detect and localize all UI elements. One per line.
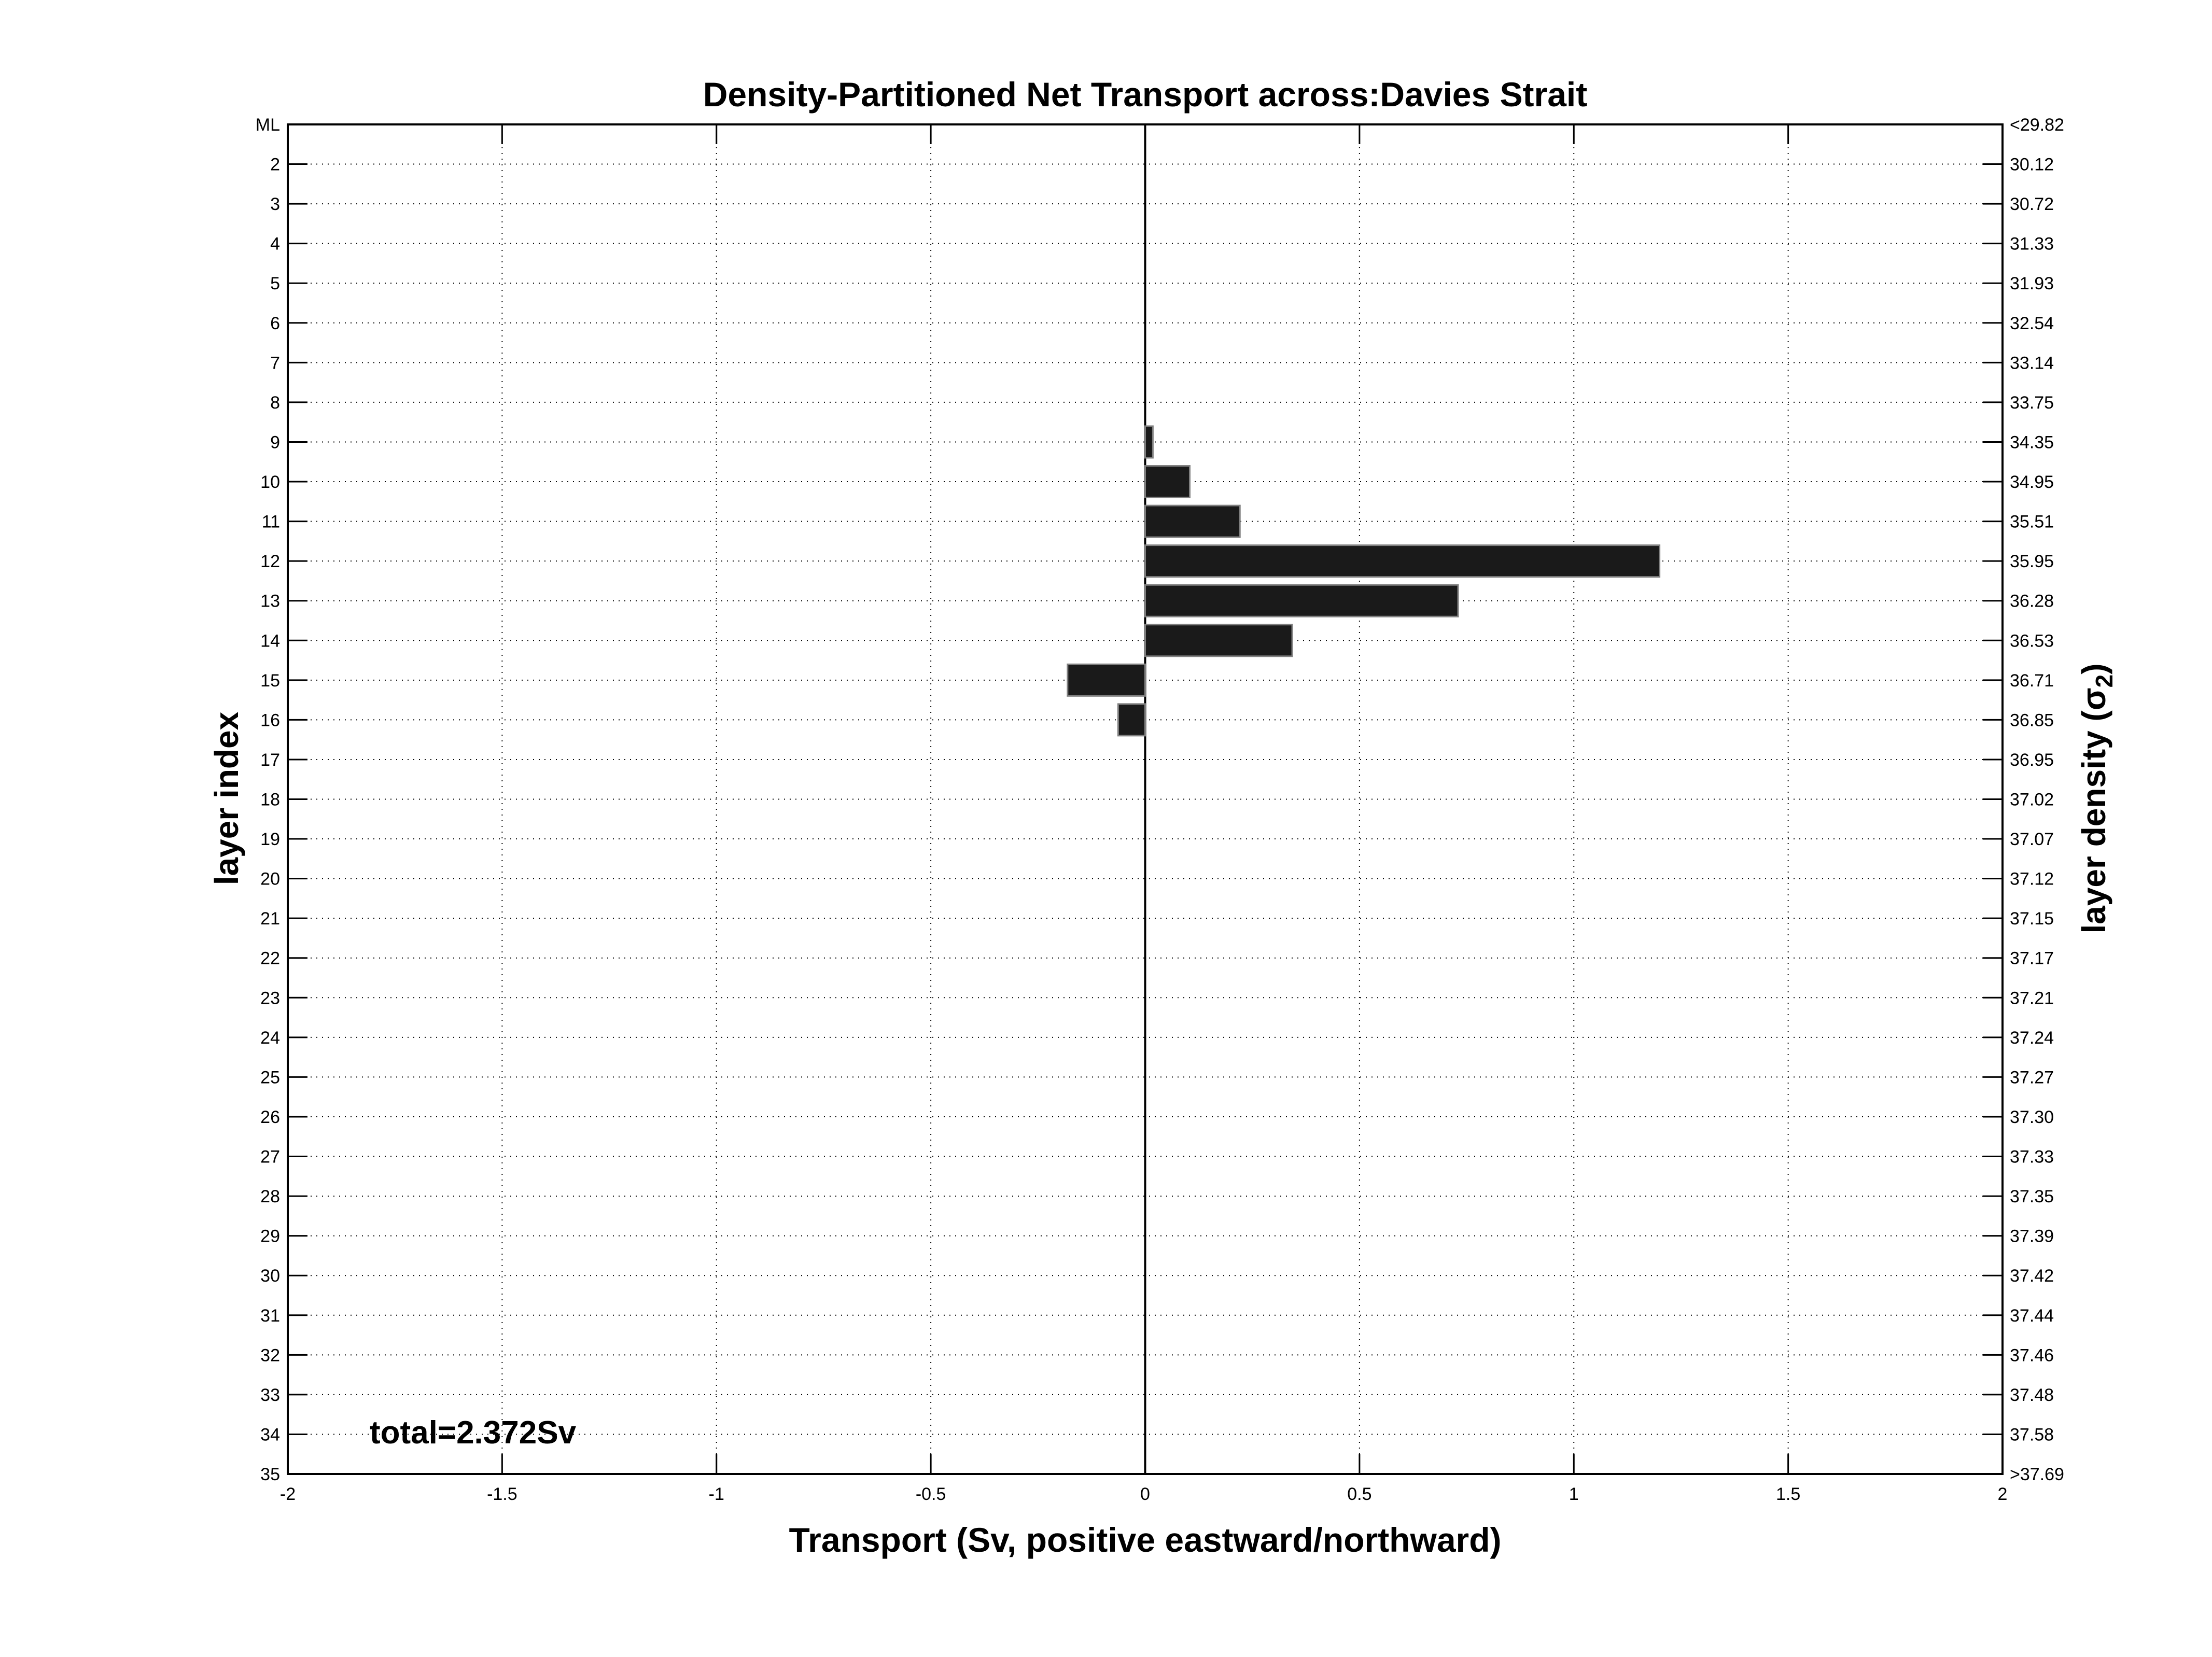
x-axis-label: Transport (Sv, positive eastward/northwa…: [789, 1521, 1502, 1559]
y-tick-label-left: 22: [260, 949, 280, 968]
y-tick-label-left: 33: [260, 1385, 280, 1405]
axes-box: [287, 123, 2004, 1475]
y-tick-label-left: 9: [270, 432, 280, 452]
y-axis-label-right-close: ): [2075, 663, 2112, 675]
transport-bar-layer-14: [1144, 624, 1293, 657]
y-tick-label-right: 35.95: [2010, 552, 2054, 571]
y-tick-label-left: 10: [260, 472, 280, 492]
y-tick-label-right: 35.51: [2010, 512, 2054, 532]
transport-bar-layer-16: [1117, 703, 1146, 737]
y-tick-label-right: 30.12: [2010, 155, 2054, 175]
y-tick-label-right: 37.27: [2010, 1068, 2054, 1087]
y-tick-label-left: 32: [260, 1345, 280, 1365]
y-tick-label-left: 16: [260, 710, 280, 730]
y-tick-label-right: 33.14: [2010, 353, 2054, 373]
y-tick-label-right: 37.12: [2010, 869, 2054, 889]
y-tick-label-left: 12: [260, 552, 280, 571]
y-tick-label-right: 37.21: [2010, 988, 2054, 1008]
y-tick-label-left: ML: [256, 115, 280, 135]
y-tick-label-left: 18: [260, 790, 280, 810]
y-tick-label-left: 8: [270, 393, 280, 413]
x-tick-label: 0: [1140, 1484, 1150, 1504]
y-tick-label-right: 36.28: [2010, 592, 2054, 611]
y-tick-label-right: <29.82: [2010, 115, 2064, 135]
transport-bar-layer-15: [1067, 663, 1146, 697]
y-tick-label-right: 37.02: [2010, 790, 2054, 810]
y-tick-label-left: 30: [260, 1266, 280, 1286]
transport-bar-layer-13: [1144, 584, 1459, 617]
y-tick-label-left: 2: [270, 155, 280, 175]
y-tick-label-right: 37.35: [2010, 1187, 2054, 1206]
x-tick-label: -0.5: [916, 1484, 946, 1504]
y-tick-label-right: 37.48: [2010, 1385, 2054, 1405]
y-tick-label-left: 25: [260, 1068, 280, 1087]
y-tick-label-right: 34.35: [2010, 432, 2054, 452]
x-tick-label: 2: [1998, 1484, 2008, 1504]
y-tick-label-right: 37.39: [2010, 1227, 2054, 1246]
y-tick-label-right: 37.58: [2010, 1425, 2054, 1444]
total-transport-annotation: total=2.372Sv: [370, 1415, 577, 1451]
y-tick-label-left: 23: [260, 988, 280, 1008]
y-tick-label-left: 14: [260, 631, 280, 651]
y-tick-label-right: 36.85: [2010, 710, 2054, 730]
transport-bar-layer-11: [1144, 504, 1241, 538]
y-tick-label-left: 20: [260, 869, 280, 889]
y-tick-label-left: 6: [270, 314, 280, 333]
y-tick-label-right: >37.69: [2010, 1465, 2064, 1484]
y-tick-label-right: 33.75: [2010, 393, 2054, 413]
y-tick-label-right: 31.93: [2010, 274, 2054, 293]
y-axis-label-right: layer density (σ2): [2075, 663, 2118, 933]
y-tick-label-left: 4: [270, 234, 280, 254]
y-tick-label-left: 5: [270, 274, 280, 293]
y-tick-label-left: 29: [260, 1227, 280, 1246]
y-tick-label-left: 21: [260, 909, 280, 929]
y-axis-label-right-subscript: 2: [2091, 674, 2118, 688]
y-tick-label-right: 37.33: [2010, 1147, 2054, 1167]
y-tick-label-right: 36.71: [2010, 671, 2054, 691]
y-tick-label-left: 13: [260, 592, 280, 611]
y-tick-label-right: 36.95: [2010, 750, 2054, 770]
y-tick-label-right: 37.42: [2010, 1266, 2054, 1286]
y-tick-label-right: 32.54: [2010, 314, 2054, 333]
y-tick-label-left: 3: [270, 194, 280, 214]
y-tick-label-right: 37.46: [2010, 1345, 2054, 1365]
transport-bar-layer-9: [1144, 425, 1154, 459]
y-tick-label-right: 30.72: [2010, 194, 2054, 214]
y-tick-label-left: 7: [270, 353, 280, 373]
y-tick-label-right: 34.95: [2010, 472, 2054, 492]
y-tick-label-left: 26: [260, 1107, 280, 1127]
y-tick-label-left: 11: [262, 512, 280, 532]
x-tick-label: 1: [1569, 1484, 1579, 1504]
transport-bar-layer-12: [1144, 544, 1661, 578]
y-tick-label-right: 37.07: [2010, 830, 2054, 849]
x-tick-label: 1.5: [1776, 1484, 1800, 1504]
y-tick-label-left: 19: [260, 830, 280, 849]
y-tick-label-left: 35: [260, 1465, 280, 1484]
y-tick-label-left: 28: [260, 1187, 280, 1206]
y-tick-label-left: 27: [260, 1147, 280, 1167]
y-tick-label-left: 24: [260, 1028, 280, 1048]
x-tick-label: -1.5: [487, 1484, 517, 1504]
chart-title: Density-Partitioned Net Transport across…: [703, 75, 1588, 114]
y-axis-label-left: layer index: [208, 711, 245, 886]
y-axis-label-right-text: layer density (σ: [2075, 687, 2112, 934]
y-tick-label-right: 37.44: [2010, 1306, 2054, 1326]
y-tick-label-right: 37.17: [2010, 949, 2054, 968]
transport-bar-layer-10: [1144, 465, 1191, 499]
y-tick-label-right: 36.53: [2010, 631, 2054, 651]
y-tick-label-right: 37.15: [2010, 909, 2054, 929]
y-tick-label-right: 31.33: [2010, 234, 2054, 254]
x-tick-label: 0.5: [1347, 1484, 1371, 1504]
y-tick-label-left: 31: [260, 1306, 280, 1326]
x-tick-label: -2: [280, 1484, 296, 1504]
y-tick-label-right: 37.24: [2010, 1028, 2054, 1048]
y-tick-label-left: 17: [260, 750, 280, 770]
y-tick-label-left: 15: [260, 671, 280, 691]
y-tick-label-right: 37.30: [2010, 1107, 2054, 1127]
x-tick-label: -1: [709, 1484, 724, 1504]
y-tick-label-left: 34: [260, 1425, 280, 1444]
